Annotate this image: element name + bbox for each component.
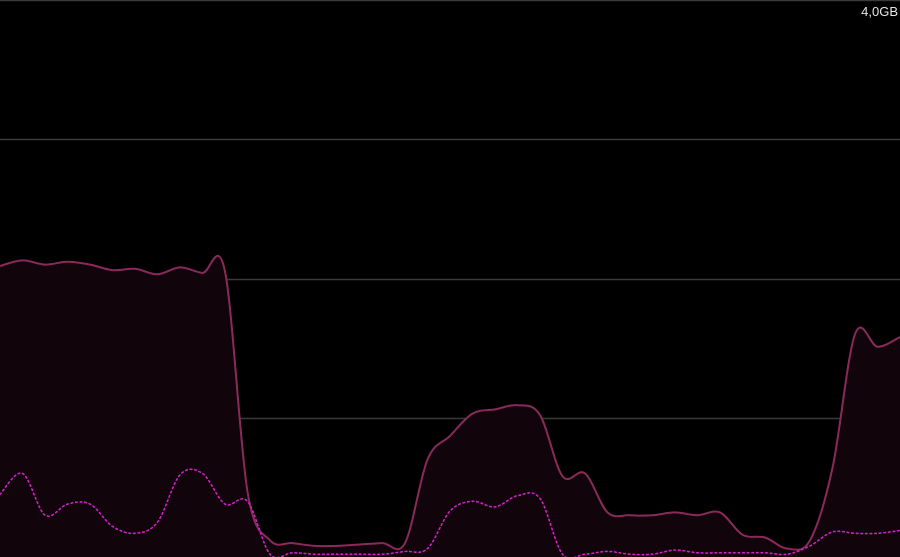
memory-area-fill	[0, 255, 900, 557]
scale-max-label: 4,0GB	[861, 4, 898, 19]
series-lines	[0, 254, 900, 557]
memory-used-line	[0, 254, 900, 551]
area-fill	[0, 255, 900, 557]
memory-secondary-dotted-line	[0, 468, 900, 557]
